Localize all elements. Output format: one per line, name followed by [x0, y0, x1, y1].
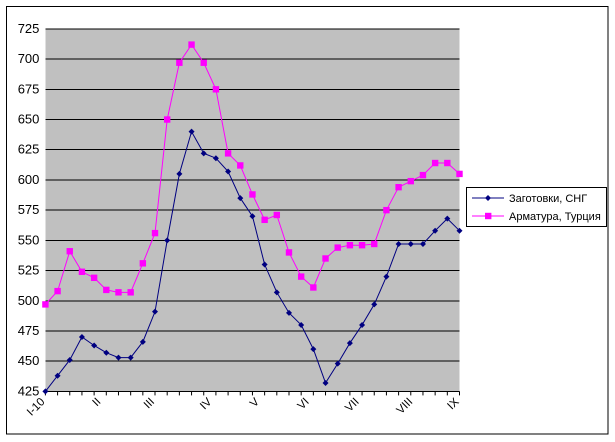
- svg-text:500: 500: [18, 293, 40, 308]
- svg-text:425: 425: [18, 383, 40, 398]
- svg-text:650: 650: [18, 112, 40, 127]
- svg-text:625: 625: [18, 142, 40, 157]
- svg-text:525: 525: [18, 263, 40, 278]
- svg-text:550: 550: [18, 232, 40, 247]
- svg-text:Арматура, Турция: Арматура, Турция: [509, 211, 601, 223]
- svg-text:475: 475: [18, 323, 40, 338]
- svg-text:600: 600: [18, 172, 40, 187]
- svg-text:Заготовки, СНГ: Заготовки, СНГ: [509, 193, 587, 205]
- svg-text:450: 450: [18, 353, 40, 368]
- svg-text:725: 725: [18, 21, 40, 36]
- svg-text:700: 700: [18, 51, 40, 66]
- svg-text:675: 675: [18, 81, 40, 96]
- svg-text:575: 575: [18, 202, 40, 217]
